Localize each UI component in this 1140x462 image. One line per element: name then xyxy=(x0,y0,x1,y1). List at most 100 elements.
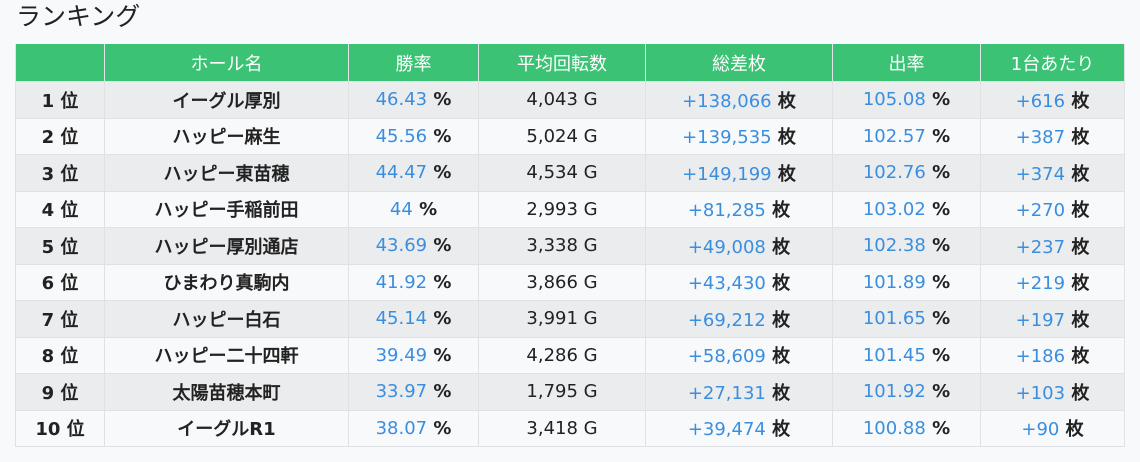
value: +139,535 xyxy=(682,127,772,149)
col-avg-spins: 平均回転数 xyxy=(478,44,646,82)
table-row[interactable]: 1 位イーグル厚別 46.43 % 4,043 G +138,066 枚 105.08 … xyxy=(15,81,1125,119)
unit-label: % xyxy=(932,417,951,439)
value: 101.45 xyxy=(862,344,926,366)
value: 102.76 xyxy=(862,162,926,184)
value: 101.89 xyxy=(862,271,926,293)
hall-name-cell: ハッピー東苗穂 xyxy=(104,154,349,192)
unit-label: % xyxy=(433,381,452,403)
value: +197 xyxy=(1015,309,1066,331)
value: +219 xyxy=(1015,273,1066,295)
unit-label: % xyxy=(932,344,951,366)
hall-name-cell: イーグル厚別 xyxy=(104,81,349,119)
unit-label: % xyxy=(433,235,452,257)
ranking-table: ホール名 勝率 平均回転数 総差枚 出率 1台あたり 1 位イーグル厚別 46.4… xyxy=(15,44,1125,447)
value: +186 xyxy=(1015,346,1066,368)
hall-name-cell: ハッピー二十四軒 xyxy=(104,336,349,374)
hall-name-cell: ひまわり真駒内 xyxy=(104,263,349,301)
col-hall: ホール名 xyxy=(104,44,349,82)
payout-cell: 102.38 % xyxy=(832,227,981,265)
table-row[interactable]: 10 位イーグルR1 38.07 % 3,418 G +39,474 枚 100.88 … xyxy=(15,409,1125,447)
total-diff-cell: +139,535 枚 xyxy=(645,117,833,155)
avg-spins-cell: 3,991 G xyxy=(478,300,646,338)
table-row[interactable]: 2 位ハッピー麻生 45.56 % 5,024 G +139,535 枚 102.57 … xyxy=(15,117,1125,155)
payout-cell: 102.76 % xyxy=(832,154,981,192)
per-machine-cell: +237 枚 xyxy=(980,227,1125,265)
col-payout: 出率 xyxy=(832,44,981,82)
unit-label: % xyxy=(433,271,452,293)
unit-label: % xyxy=(433,125,452,147)
value: +270 xyxy=(1015,200,1066,222)
total-diff-cell: +138,066 枚 xyxy=(645,81,833,119)
total-diff-cell: +39,474 枚 xyxy=(645,409,833,447)
per-machine-cell: +270 枚 xyxy=(980,190,1125,228)
avg-spins-cell: 2,993 G xyxy=(478,190,646,228)
value: 45.14 xyxy=(375,308,428,330)
avg-spins-cell: 1,795 G xyxy=(478,373,646,411)
total-diff-cell: +43,430 枚 xyxy=(645,263,833,301)
value: 103.02 xyxy=(862,198,926,220)
avg-spins-cell: 4,534 G xyxy=(478,154,646,192)
value: +374 xyxy=(1015,163,1066,185)
value: 102.57 xyxy=(862,125,926,147)
hall-name-cell: 太陽苗穂本町 xyxy=(104,373,349,411)
table-row[interactable]: 8 位ハッピー二十四軒 39.49 % 4,286 G +58,609 枚 101.45… xyxy=(15,336,1125,374)
value: 38.07 xyxy=(375,417,428,439)
value: 105.08 xyxy=(862,89,926,111)
per-machine-cell: +90 枚 xyxy=(980,409,1125,447)
win-rate-cell: 45.14 % xyxy=(348,300,479,338)
value: 43.69 xyxy=(375,235,428,257)
win-rate-cell: 46.43 % xyxy=(348,81,479,119)
value: 101.65 xyxy=(862,308,926,330)
unit-label: 枚 xyxy=(777,163,796,185)
value: 102.38 xyxy=(862,235,926,257)
rank-cell: 7 位 xyxy=(15,300,105,338)
value: +103 xyxy=(1015,382,1066,404)
unit-label: 枚 xyxy=(1071,90,1090,112)
value: +90 xyxy=(1021,419,1060,441)
rank-cell: 8 位 xyxy=(15,336,105,374)
payout-cell: 101.89 % xyxy=(832,263,981,301)
payout-cell: 100.88 % xyxy=(832,409,981,447)
rank-cell: 9 位 xyxy=(15,373,105,411)
header-row: ホール名 勝率 平均回転数 総差枚 出率 1台あたり xyxy=(15,44,1125,82)
value: +81,285 xyxy=(687,200,766,222)
total-diff-cell: +58,609 枚 xyxy=(645,336,833,374)
avg-spins-cell: 3,338 G xyxy=(478,227,646,265)
total-diff-cell: +49,008 枚 xyxy=(645,227,833,265)
unit-label: % xyxy=(419,198,438,220)
unit-label: % xyxy=(932,308,951,330)
col-rank xyxy=(15,44,105,82)
hall-name-cell: ハッピー手稲前田 xyxy=(104,190,349,228)
hall-name-cell: ハッピー厚別通店 xyxy=(104,227,349,265)
unit-label: 枚 xyxy=(777,90,796,112)
value: +138,066 xyxy=(682,90,772,112)
value: 33.97 xyxy=(375,381,428,403)
payout-cell: 101.45 % xyxy=(832,336,981,374)
win-rate-cell: 44.47 % xyxy=(348,154,479,192)
table-row[interactable]: 7 位ハッピー白石 45.14 % 3,991 G +69,212 枚 101.65 %… xyxy=(15,300,1125,338)
value: +237 xyxy=(1015,236,1066,258)
total-diff-cell: +149,199 枚 xyxy=(645,154,833,192)
per-machine-cell: +103 枚 xyxy=(980,373,1125,411)
value: 44 xyxy=(389,198,413,220)
table-row[interactable]: 6 位ひまわり真駒内 41.92 % 3,866 G +43,430 枚 101.89 … xyxy=(15,263,1125,301)
value: 41.92 xyxy=(375,271,428,293)
table-row[interactable]: 3 位ハッピー東苗穂 44.47 % 4,534 G +149,199 枚 102.76… xyxy=(15,154,1125,192)
value: +43,430 xyxy=(687,273,766,295)
col-total-diff: 総差枚 xyxy=(645,44,833,82)
table-row[interactable]: 9 位太陽苗穂本町 33.97 % 1,795 G +27,131 枚 101.92 %… xyxy=(15,373,1125,411)
unit-label: 枚 xyxy=(772,200,791,222)
unit-label: % xyxy=(932,381,951,403)
value: 39.49 xyxy=(375,344,428,366)
total-diff-cell: +81,285 枚 xyxy=(645,190,833,228)
per-machine-cell: +387 枚 xyxy=(980,117,1125,155)
unit-label: 枚 xyxy=(1071,309,1090,331)
table-row[interactable]: 4 位ハッピー手稲前田 44 % 2,993 G +81,285 枚 103.02 % +… xyxy=(15,190,1125,228)
payout-cell: 101.92 % xyxy=(832,373,981,411)
unit-label: 枚 xyxy=(1071,382,1090,404)
unit-label: 枚 xyxy=(1071,273,1090,295)
value: +69,212 xyxy=(687,309,766,331)
per-machine-cell: +186 枚 xyxy=(980,336,1125,374)
avg-spins-cell: 4,286 G xyxy=(478,336,646,374)
table-row[interactable]: 5 位ハッピー厚別通店 43.69 % 3,338 G +49,008 枚 102.38… xyxy=(15,227,1125,265)
